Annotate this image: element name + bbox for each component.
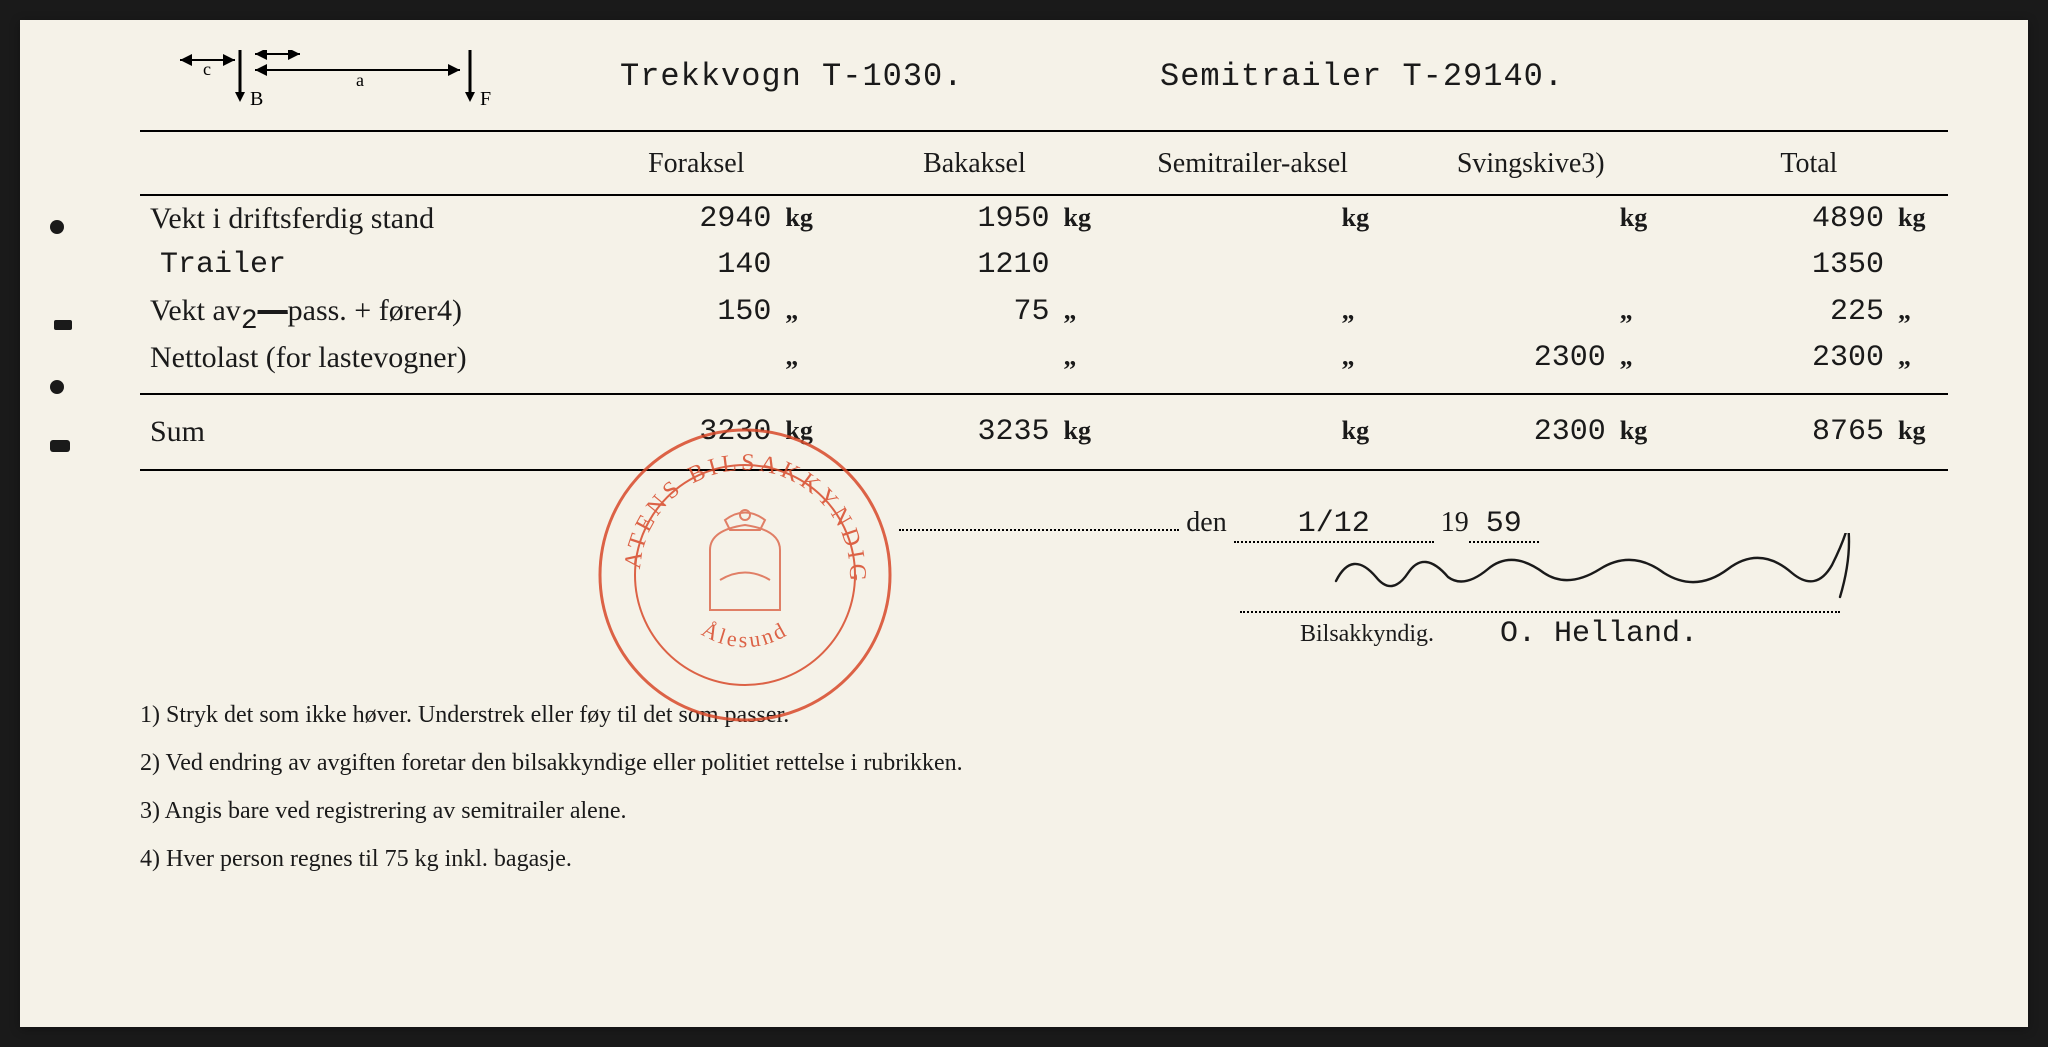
cell-semitrailer — [1114, 242, 1392, 288]
signer-name: O. Helland. — [1500, 617, 1698, 651]
col-bakaksel: Bakaksel — [835, 132, 1113, 195]
svg-text:B: B — [250, 88, 263, 110]
footnote-2: 2) Ved endring av avgiften foretar den b… — [140, 739, 1948, 787]
col-svingskive: Svingskive3) — [1392, 132, 1670, 195]
col-label — [140, 132, 557, 195]
row-sum: Sum 3230kg 3235kg kg 2300kg 8765kg — [140, 394, 1948, 470]
row-nettolast: Nettolast (for lastevogner) „ „ „ 2300„ … — [140, 335, 1948, 394]
signature-line — [1240, 553, 1840, 613]
svg-text:a: a — [356, 70, 364, 90]
punch-hole — [50, 220, 64, 234]
cell-total: 4890kg — [1670, 195, 1948, 242]
document-card: c d a B F Trekkvogn T-1030. Semitrailer … — [20, 20, 2028, 1027]
den-label: den — [1186, 507, 1226, 538]
cell-svingskive: kg — [1392, 195, 1670, 242]
footnote-3: 3) Angis bare ved registrering av semitr… — [140, 787, 1948, 835]
cell-bakaksel: 3235kg — [835, 394, 1113, 470]
axle-diagram: c d a B F — [160, 50, 540, 110]
cell-bakaksel: 1210 — [835, 242, 1113, 288]
cell-semitrailer: kg — [1114, 195, 1392, 242]
col-foraksel: Foraksel — [557, 132, 835, 195]
footnote-1: 1) Stryk det som ikke høver. Understrek … — [140, 691, 1948, 739]
cell-total: 8765kg — [1670, 394, 1948, 470]
cell-svingskive: „ — [1392, 288, 1670, 335]
cell-semitrailer: „ — [1114, 335, 1392, 394]
signature-label: Bilsakkyndig. O. Helland. — [1240, 617, 1948, 651]
punch-hole — [50, 440, 70, 452]
table-header-row: Foraksel Bakaksel Semitrailer-aksel Svin… — [140, 132, 1948, 195]
cell-label: Sum — [140, 394, 557, 470]
col-total: Total — [1670, 132, 1948, 195]
place-blank — [899, 529, 1179, 531]
punch-hole — [54, 320, 72, 330]
signature-scribble — [1250, 533, 1950, 613]
cell-label: Nettolast (for lastevogner) — [140, 335, 557, 394]
cell-bakaksel: 75„ — [835, 288, 1113, 335]
cell-bakaksel: „ — [835, 335, 1113, 394]
svg-text:d: d — [273, 50, 282, 52]
header-trekkvogn: Trekkvogn T-1030. — [620, 58, 963, 95]
cell-semitrailer: „ — [1114, 288, 1392, 335]
signature-area: Bilsakkyndig. O. Helland. — [140, 553, 1948, 651]
weight-table: Foraksel Bakaksel Semitrailer-aksel Svin… — [140, 130, 1948, 471]
row-trailer: Trailer 140 1210 1350 — [140, 242, 1948, 288]
row-passasjer: Vekt av2—pass. + fører4) 150„ 75„ „ „ 22… — [140, 288, 1948, 335]
row-driftsferdig: Vekt i driftsferdig stand 2940kg 1950kg … — [140, 195, 1948, 242]
header-semitrailer: Semitrailer T-29140. — [1160, 58, 1564, 95]
cell-total: 2300„ — [1670, 335, 1948, 394]
cell-total: 1350 — [1670, 242, 1948, 288]
cell-svingskive: 2300kg — [1392, 394, 1670, 470]
footnote-4: 4) Hver person regnes til 75 kg inkl. ba… — [140, 835, 1948, 883]
cell-svingskive — [1392, 242, 1670, 288]
punch-hole — [50, 380, 64, 394]
cell-foraksel: 3230kg — [557, 394, 835, 470]
cell-label: Vekt i driftsferdig stand — [140, 195, 557, 242]
cell-semitrailer: kg — [1114, 394, 1392, 470]
svg-text:F: F — [480, 88, 491, 110]
cell-svingskive: 2300„ — [1392, 335, 1670, 394]
cell-label: Vekt av2—pass. + fører4) — [140, 288, 557, 335]
col-semitrailer: Semitrailer-aksel — [1114, 132, 1392, 195]
svg-text:c: c — [203, 59, 211, 79]
cell-foraksel: 2940kg — [557, 195, 835, 242]
footnotes: 1) Stryk det som ikke høver. Understrek … — [140, 691, 1948, 883]
cell-label: Trailer — [140, 242, 557, 288]
cell-total: 225„ — [1670, 288, 1948, 335]
cell-foraksel: „ — [557, 335, 835, 394]
cell-bakaksel: 1950kg — [835, 195, 1113, 242]
cell-foraksel: 150„ — [557, 288, 835, 335]
cell-foraksel: 140 — [557, 242, 835, 288]
